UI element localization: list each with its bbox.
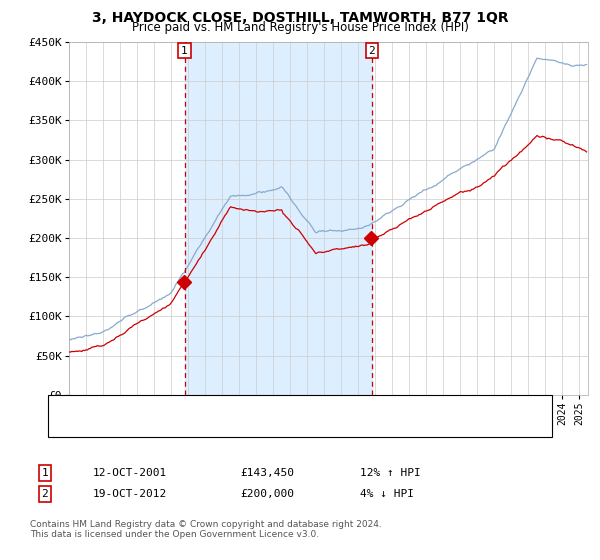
Bar xyxy=(185,42,372,395)
Text: 1: 1 xyxy=(41,468,49,478)
Text: 12% ↑ HPI: 12% ↑ HPI xyxy=(360,468,421,478)
Text: £200,000: £200,000 xyxy=(240,489,294,499)
Text: Price paid vs. HM Land Registry's House Price Index (HPI): Price paid vs. HM Land Registry's House … xyxy=(131,21,469,34)
Text: 1: 1 xyxy=(181,45,188,55)
Text: £143,450: £143,450 xyxy=(240,468,294,478)
Text: This data is licensed under the Open Government Licence v3.0.: This data is licensed under the Open Gov… xyxy=(30,530,319,539)
Text: 3, HAYDOCK CLOSE, DOSTHILL, TAMWORTH, B77 1QR (detached house): 3, HAYDOCK CLOSE, DOSTHILL, TAMWORTH, B7… xyxy=(93,400,481,410)
Text: HPI: Average price, detached house, Tamworth: HPI: Average price, detached house, Tamw… xyxy=(93,419,368,430)
Text: 2: 2 xyxy=(41,489,49,499)
Text: 2: 2 xyxy=(368,45,375,55)
Text: 4% ↓ HPI: 4% ↓ HPI xyxy=(360,489,414,499)
Text: 12-OCT-2001: 12-OCT-2001 xyxy=(93,468,167,478)
Text: Contains HM Land Registry data © Crown copyright and database right 2024.: Contains HM Land Registry data © Crown c… xyxy=(30,520,382,529)
Text: 3, HAYDOCK CLOSE, DOSTHILL, TAMWORTH, B77 1QR: 3, HAYDOCK CLOSE, DOSTHILL, TAMWORTH, B7… xyxy=(92,11,508,25)
Text: 19-OCT-2012: 19-OCT-2012 xyxy=(93,489,167,499)
